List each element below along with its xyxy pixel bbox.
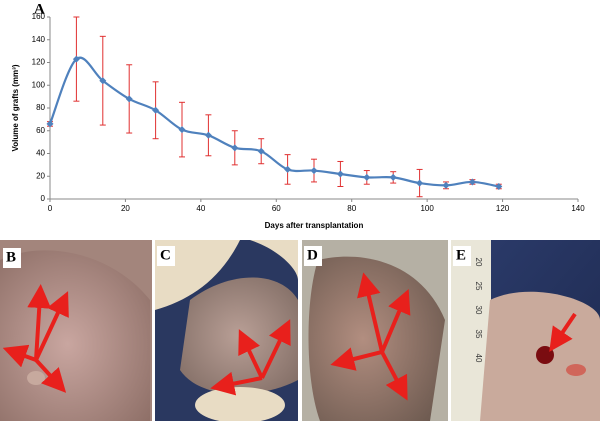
x-tick-label: 80	[347, 204, 356, 213]
data-point	[99, 77, 107, 85]
y-tick-label: 80	[36, 103, 45, 112]
data-line	[48, 56, 500, 188]
photo-b	[0, 240, 152, 421]
data-point	[310, 167, 318, 175]
ruler-label: 35	[474, 330, 483, 339]
data-point	[125, 95, 133, 103]
y-tick-label: 160	[32, 12, 46, 21]
y-tick-label: 20	[36, 171, 45, 180]
x-tick-label: 120	[496, 204, 510, 213]
panel-title: A	[34, 1, 45, 17]
y-tick-label: 40	[36, 149, 45, 158]
data-point	[468, 178, 476, 186]
data-point	[416, 179, 424, 187]
photo-d	[302, 240, 448, 421]
x-tick-label: 20	[121, 204, 130, 213]
photo-c	[155, 240, 298, 421]
panel-label: C	[160, 247, 171, 263]
y-tick-label: 0	[41, 194, 46, 203]
ruler-label: 30	[474, 306, 483, 315]
plot: 0 20 40 60 80 100 120 140 160 0 20 40 60 80 100 120 140	[32, 12, 586, 213]
ruler-label: 20	[474, 258, 483, 267]
y-tick-label: 60	[36, 126, 45, 135]
panel-label-box	[3, 248, 21, 268]
data-point	[152, 106, 160, 114]
panel-label: D	[307, 247, 318, 263]
x-tick-label: 0	[48, 204, 53, 213]
panel-label: E	[456, 247, 466, 263]
ruler-label: 25	[474, 282, 483, 291]
ruler: 20 25 30 35 40	[474, 258, 483, 363]
panel-label: B	[6, 249, 16, 265]
panel-label-box	[157, 246, 175, 266]
data-point	[231, 144, 239, 152]
data-point	[257, 147, 265, 155]
x-tick-label: 140	[571, 204, 585, 213]
panel-label-box	[453, 246, 471, 266]
data-point	[363, 173, 371, 181]
data-point	[72, 55, 80, 63]
data-point	[178, 126, 186, 134]
y-tick-label: 140	[32, 35, 46, 44]
panel-labels: B C D E	[3, 246, 471, 268]
data-point	[204, 131, 212, 139]
y-axis-label: Volume of grafts (mm³)	[11, 64, 20, 151]
x-tick-label: 40	[196, 204, 205, 213]
data-point	[495, 182, 503, 190]
x-axis-label: Days after transplantation	[265, 221, 364, 230]
panel-label-box	[304, 246, 322, 266]
x-tick-label: 60	[272, 204, 281, 213]
ruler-label: 40	[474, 354, 483, 363]
data-point	[284, 165, 292, 173]
data-point	[46, 120, 54, 128]
x-tick-label: 100	[420, 204, 434, 213]
photo-e	[451, 240, 600, 421]
data-point	[442, 181, 450, 189]
y-tick-label: 120	[32, 58, 46, 67]
y-tick-label: 100	[32, 80, 46, 89]
data-point	[389, 173, 397, 181]
data-point	[336, 170, 344, 178]
